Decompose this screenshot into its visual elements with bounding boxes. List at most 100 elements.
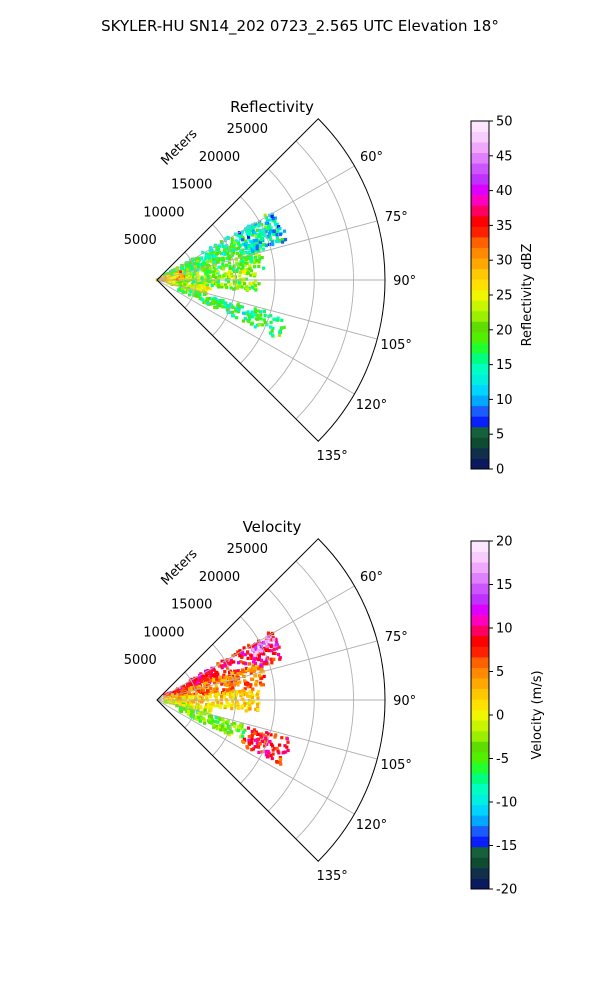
echo-pixel [216, 662, 220, 666]
echo-pixel [249, 281, 253, 286]
echo-pixel [249, 312, 253, 316]
echo-pixel [249, 314, 253, 319]
echo-pixel [208, 276, 213, 280]
echo-pixel [183, 276, 187, 280]
echo-pixel [235, 261, 239, 265]
echo-pixel [222, 274, 226, 278]
echo-pixel [263, 234, 267, 238]
echo-pixel [188, 695, 192, 699]
echo-pixel [239, 249, 243, 253]
echo-pixel [196, 265, 201, 269]
echo-pixel [231, 686, 235, 690]
echo-pixel [216, 704, 220, 708]
reflectivity-colorbar: 0 5 10 15 20 25 30 35 40 45 50 [470, 115, 513, 478]
echo-pixel [257, 750, 261, 754]
echo-pixel [190, 710, 194, 714]
echo-pixel [246, 267, 250, 271]
echo-pixel [255, 679, 259, 684]
colorbar-swatch [471, 783, 489, 795]
echo-pixel [181, 692, 185, 696]
echo-pixel [248, 685, 252, 689]
echo-pixel [161, 277, 165, 281]
echo-pixel [223, 683, 228, 687]
azimuth-spoke [156, 279, 378, 340]
echo-pixel [276, 239, 280, 243]
echo-pixel [214, 684, 218, 688]
echo-pixel [211, 270, 215, 274]
colorbar-swatch [471, 741, 489, 753]
echo-pixel [217, 692, 221, 696]
echo-pixel [197, 684, 201, 688]
echo-pixel [228, 275, 232, 279]
colorbar-swatch [471, 667, 489, 679]
azimuth-tick-label: 135° [316, 869, 347, 884]
echo-pixel [168, 275, 172, 279]
echo-pixel [221, 262, 225, 266]
echo-pixel [252, 669, 256, 673]
echo-pixel [202, 266, 207, 270]
echo-pixel [212, 299, 216, 303]
echo-pixel [274, 638, 278, 642]
echo-pixel [247, 735, 251, 739]
echo-pixel [240, 256, 244, 260]
echo-pixel [268, 218, 272, 222]
echo-pixel [264, 244, 268, 248]
echo-pixel [217, 299, 221, 303]
echo-pixel [245, 285, 249, 289]
echo-pixel [286, 748, 290, 753]
echo-pixel [242, 646, 246, 650]
reflectivity-polar-grid [156, 118, 386, 442]
echo-pixel [215, 248, 219, 252]
echo-pixel [245, 745, 249, 749]
echo-pixel [252, 272, 256, 276]
echo-pixel [201, 289, 205, 293]
echo-pixel [189, 703, 193, 707]
range-tick-label: 20000 [199, 150, 240, 165]
echo-pixel [278, 656, 282, 660]
echo-pixel [230, 696, 234, 700]
colorbar-swatch [471, 205, 489, 217]
echo-pixel [205, 260, 209, 264]
echo-pixel [178, 702, 182, 706]
echo-pixel [264, 216, 268, 220]
echo-pixel [211, 254, 215, 258]
echo-pixel [276, 230, 280, 234]
echo-pixel [231, 693, 235, 697]
echo-pixel [214, 719, 218, 724]
echo-pixel [225, 285, 229, 289]
colorbar-swatch [471, 237, 489, 248]
echo-pixel [243, 702, 247, 706]
colorbar-swatch [471, 142, 489, 154]
echo-pixel [259, 313, 263, 317]
echo-pixel [214, 699, 218, 703]
echo-pixel [229, 273, 234, 277]
echo-pixel [192, 262, 196, 267]
echo-pixel [202, 268, 206, 272]
echo-pixel [197, 711, 201, 715]
echo-pixel [208, 692, 212, 696]
echo-pixel [206, 275, 210, 279]
echo-pixel [198, 281, 202, 285]
echo-pixel [254, 707, 258, 711]
colorbar-swatch [471, 751, 489, 763]
echo-pixel [228, 729, 232, 733]
echo-pixel [184, 290, 188, 294]
echo-pixel [188, 693, 192, 697]
echo-pixel [213, 281, 217, 286]
echo-pixel [238, 654, 242, 658]
azimuth-spoke [156, 220, 378, 281]
echo-pixel [232, 669, 237, 673]
echo-pixel [218, 724, 222, 728]
echo-pixel [240, 285, 244, 289]
echo-pixel [228, 670, 232, 675]
echo-pixel [223, 305, 227, 309]
echo-pixel [269, 644, 273, 649]
echo-pixel [246, 310, 250, 314]
echo-pixel [274, 733, 278, 737]
echo-pixel [207, 270, 211, 274]
echo-pixel [272, 657, 276, 661]
echo-pixel [196, 274, 200, 278]
echo-pixel [194, 286, 199, 290]
echo-pixel [226, 704, 230, 708]
echo-pixel [240, 697, 244, 701]
